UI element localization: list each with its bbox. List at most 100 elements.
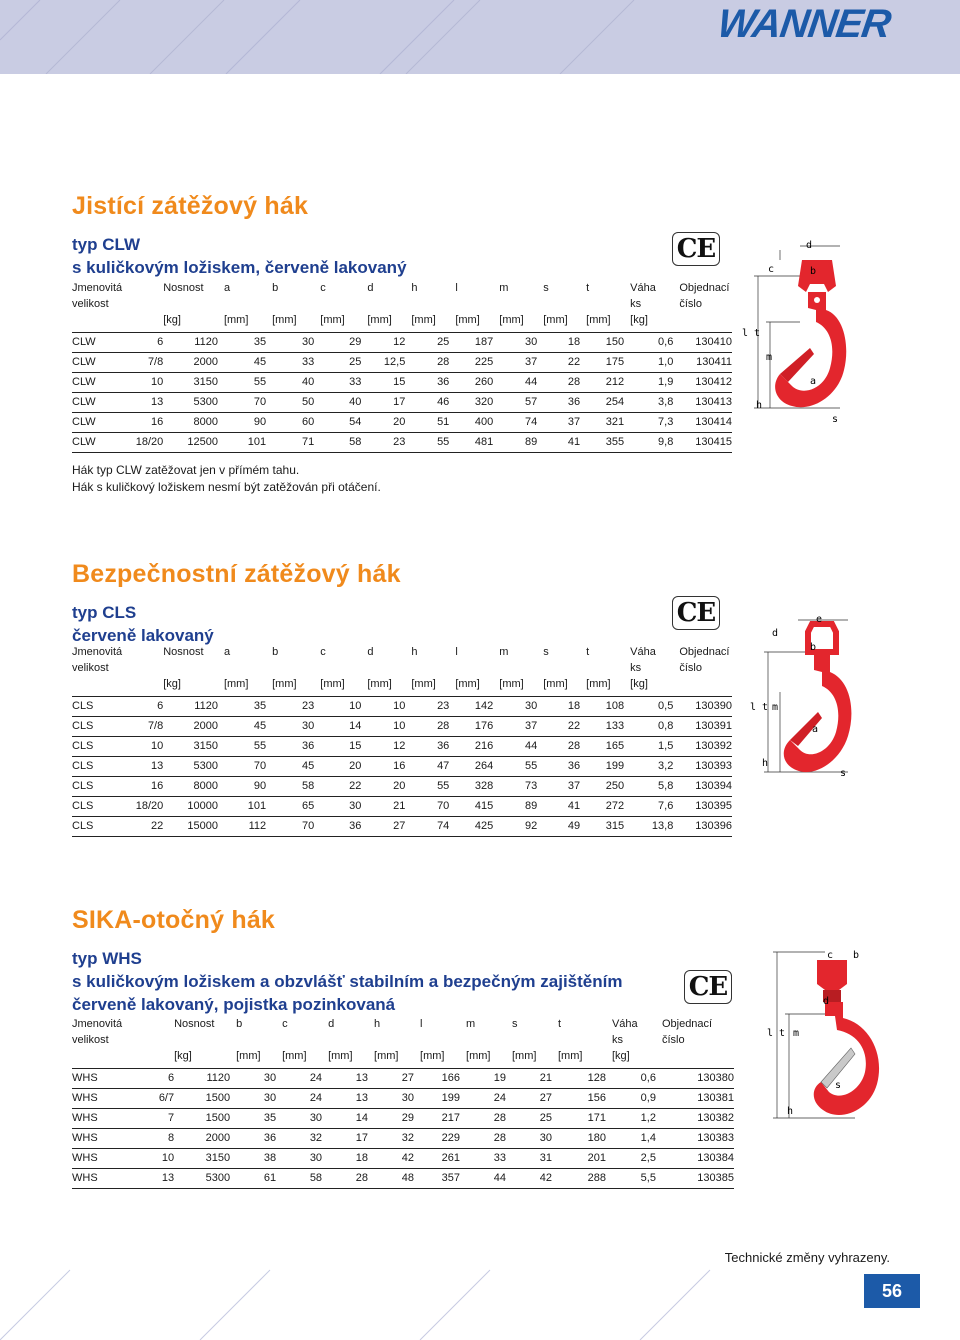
dim-label: e xyxy=(816,614,822,625)
dim-label: s xyxy=(832,414,838,425)
table-cell: 130381 xyxy=(661,1088,734,1109)
table-cell: 22 xyxy=(543,352,587,373)
table-cell: 57 xyxy=(499,392,544,413)
table-cell: 130383 xyxy=(661,1128,734,1149)
table-cell: 0,6 xyxy=(611,1068,662,1089)
table-cell: 130385 xyxy=(661,1168,734,1189)
table-cell: 1120 xyxy=(163,696,224,717)
dim-label: l t xyxy=(750,702,768,713)
table-cell: 37 xyxy=(543,412,587,433)
unit-cell: [mm] xyxy=(223,678,273,697)
header-cell xyxy=(586,298,630,314)
header-cell: Jmenovitá xyxy=(72,1018,123,1030)
header-cell: ks xyxy=(611,1034,623,1046)
table-cell: 74 xyxy=(499,412,544,433)
header-cell: h xyxy=(411,646,418,658)
table-row: WHS 8 2000 36 32 17 32 229 28 30 180 1,4 130383 xyxy=(72,1128,734,1149)
table-cls-wrap: Jmenovitá Nosnost a b c d h l m s t Váha Objednací v… xyxy=(72,646,732,837)
header-cell: ks xyxy=(630,662,642,674)
spec-table-whs: Jmenovitá Nosnost b c d h l m s t Váha Objednací ve… xyxy=(72,1018,734,1189)
table-cell: 32 xyxy=(374,1128,421,1149)
dim-label: d xyxy=(823,996,829,1007)
header-cell xyxy=(420,1034,466,1050)
table-cell: 25 xyxy=(320,352,368,373)
table-cell: 201 xyxy=(557,1148,612,1169)
table-cell: 42 xyxy=(512,1168,558,1189)
table-cell: 44 xyxy=(499,736,544,757)
table-cell: 55 xyxy=(223,372,273,393)
table-cell: WHS xyxy=(72,1088,123,1109)
table-cell: 21 xyxy=(367,796,412,817)
table-cell: 22 xyxy=(124,816,164,837)
header-cell: d xyxy=(328,1018,335,1030)
table-cell: 229 xyxy=(420,1128,467,1149)
table-cell: 1,0 xyxy=(630,352,680,373)
dim-label: m xyxy=(766,352,772,363)
table-row: CLS 16 8000 90 58 22 20 55 328 73 37 250 5,8 130394 xyxy=(72,776,732,797)
unit-cell: [kg] xyxy=(630,678,680,697)
table-cell: 217 xyxy=(420,1108,467,1129)
unit-cell: [mm] xyxy=(367,678,412,697)
table-cell: 89 xyxy=(499,432,544,453)
table-cell: 25 xyxy=(512,1108,558,1129)
table-cell: 92 xyxy=(499,816,544,837)
note-line: Hák s kuličkový ložiskem nesmí být zatěž… xyxy=(72,480,381,494)
header-cell xyxy=(328,1034,374,1050)
unit-cell: [mm] xyxy=(499,314,544,333)
unit-cell: [mm] xyxy=(512,1050,558,1069)
table-cell: 7/8 xyxy=(124,716,164,737)
table-cell: 10000 xyxy=(163,796,224,817)
header-cell xyxy=(411,298,455,314)
header-cell xyxy=(125,298,164,314)
table-cell: WHS xyxy=(72,1068,123,1089)
table-cell: 1500 xyxy=(174,1088,237,1109)
dim-label: m xyxy=(772,702,778,713)
header-cell xyxy=(558,1034,612,1050)
table-cell: 37 xyxy=(499,352,544,373)
table-cell: 23 xyxy=(411,696,456,717)
table-cell: 355 xyxy=(586,432,631,453)
footer-note: Technické změny vyhrazeny. xyxy=(724,1250,890,1265)
table-cell: CLS xyxy=(72,736,125,757)
table-cell: 8000 xyxy=(163,412,224,433)
unit-cell xyxy=(124,678,164,697)
header-cell: t xyxy=(586,646,590,658)
header-cell xyxy=(499,662,543,678)
unit-cell: [mm] xyxy=(411,678,456,697)
header-cell: velikost xyxy=(72,1034,109,1046)
unit-cell: [kg] xyxy=(174,1050,237,1069)
table-cell: 74 xyxy=(411,816,456,837)
header-cell xyxy=(411,662,455,678)
table-body: WHS 6 1120 30 24 13 27 166 19 21 128 0,6 130380 WHS 6/… xyxy=(72,1068,734,1189)
table-cell: CLW xyxy=(72,372,125,393)
table-cell: 130394 xyxy=(679,776,732,797)
table-row: WHS 6/7 1500 30 24 13 30 199 24 27 156 0,9 130381 xyxy=(72,1088,734,1109)
header-cell: Váha xyxy=(630,646,656,658)
wanner-logo: WANNER xyxy=(715,2,894,46)
table-cell: CLW xyxy=(72,332,125,353)
section-clw: Jistící zátěžový hák typ CLW s kuličkový… xyxy=(72,192,732,279)
table-cell: 32 xyxy=(282,1128,329,1149)
dim-label: b xyxy=(810,266,816,277)
table-cell: 47 xyxy=(411,756,456,777)
table-cell: 13 xyxy=(328,1068,375,1089)
dim-label: l t xyxy=(767,1028,785,1039)
header-pattern xyxy=(0,0,635,74)
table-cell: 0,9 xyxy=(611,1088,662,1109)
header-cell: Objednací xyxy=(679,646,730,658)
table-cell: 15 xyxy=(367,372,412,393)
table-cell: 2,5 xyxy=(611,1148,662,1169)
table-cell: 8 xyxy=(122,1128,175,1149)
table-cell: 28 xyxy=(466,1128,512,1149)
dim-label: b xyxy=(810,642,816,653)
table-cell: 48 xyxy=(374,1168,421,1189)
table-cell: 130415 xyxy=(679,432,732,453)
header-cell xyxy=(224,298,272,314)
table-cell: 20 xyxy=(367,412,412,433)
table-cell: 58 xyxy=(282,1168,329,1189)
header-cell xyxy=(282,1034,328,1050)
table-cell: 30 xyxy=(282,1108,329,1129)
table-cell: 7 xyxy=(122,1108,175,1129)
table-cell: 9,8 xyxy=(630,432,680,453)
table-cell: 101 xyxy=(223,432,273,453)
